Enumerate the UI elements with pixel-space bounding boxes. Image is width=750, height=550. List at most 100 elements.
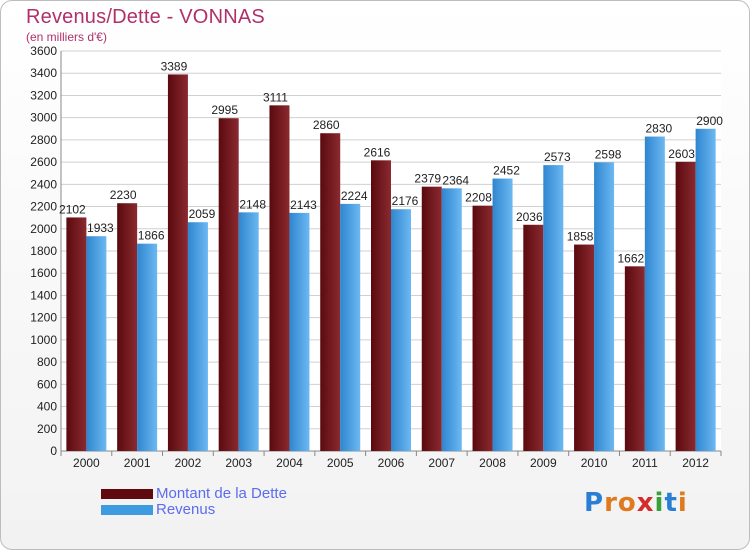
y-tick-label: 1200: [30, 311, 57, 325]
data-label-revenus: 2059: [189, 207, 216, 221]
bar-dette: [624, 266, 645, 451]
bar-revenus: [86, 236, 107, 451]
x-tick-label: 2001: [124, 456, 151, 470]
logo-letter: t: [664, 488, 678, 518]
data-label-dette: 1662: [617, 251, 644, 265]
legend-item-dette: Montant de la Dette: [101, 485, 401, 502]
bar-dette: [167, 74, 188, 451]
bar-revenus: [695, 128, 716, 451]
data-label-dette: 2102: [59, 202, 86, 216]
bar-revenus: [137, 243, 158, 451]
x-tick-label: 2009: [530, 456, 557, 470]
x-tick-label: 2000: [73, 456, 100, 470]
y-tick-label: 800: [37, 355, 57, 369]
y-tick-label: 3000: [30, 111, 57, 125]
logo-letter: o: [617, 488, 637, 518]
chart-subtitle: (en milliers d'€): [26, 30, 107, 44]
data-label-revenus: 2143: [290, 198, 317, 212]
bar-revenus: [238, 212, 259, 451]
bar-revenus: [492, 178, 513, 452]
y-tick-label: 3600: [30, 44, 57, 58]
legend-label-dette: Montant de la Dette: [156, 485, 287, 502]
y-tick-label: 1800: [30, 244, 57, 258]
bar-revenus: [289, 212, 310, 451]
data-label-dette: 3111: [263, 90, 288, 104]
data-label-dette: 2616: [364, 145, 391, 159]
data-label-revenus: 1933: [87, 221, 114, 235]
y-tick-label: 3200: [30, 88, 57, 102]
logo-letter: P: [584, 488, 605, 518]
bar-dette: [117, 203, 138, 451]
bar-dette: [218, 118, 239, 451]
bar-revenus: [187, 222, 208, 451]
y-tick-label: 2400: [30, 177, 57, 191]
bar-revenus: [340, 203, 361, 451]
data-label-revenus: 2452: [493, 164, 520, 178]
y-tick-label: 1400: [30, 288, 57, 302]
y-tick-label: 200: [37, 422, 57, 436]
y-tick-label: 2800: [30, 133, 57, 147]
bar-dette: [523, 224, 544, 451]
x-tick-label: 2010: [581, 456, 608, 470]
y-tick-label: 2000: [30, 222, 57, 236]
x-tick-label: 2004: [276, 456, 303, 470]
bar-dette: [675, 161, 696, 451]
logo-letter: r: [604, 488, 618, 518]
legend-label-revenus: Revenus: [156, 501, 216, 518]
logo-letter: x: [636, 488, 655, 518]
data-label-dette: 2230: [110, 188, 137, 202]
proxiti-logo: Proxiti: [584, 488, 688, 518]
bar-dette: [574, 244, 595, 451]
y-tick-label: 2600: [30, 155, 57, 169]
data-label-dette: 2379: [414, 172, 441, 186]
bar-revenus: [543, 165, 564, 451]
y-tick-label: 2200: [30, 200, 57, 214]
bar-dette: [269, 105, 290, 451]
data-label-dette: 1858: [567, 230, 594, 244]
data-label-dette: 2995: [211, 103, 238, 117]
chart-title: Revenus/Dette - VONNAS: [26, 6, 265, 28]
data-label-revenus: 2900: [696, 114, 723, 128]
data-label-revenus: 2830: [645, 122, 672, 136]
x-axis: 2000 2001 2002 2003 2004 2005 2006 2007 2008 2009…: [60, 451, 722, 470]
bar-revenus: [391, 209, 411, 451]
data-label-revenus: 2148: [239, 197, 266, 211]
x-tick-label: 2008: [479, 456, 506, 470]
x-tick-label: 2007: [428, 456, 455, 470]
data-label-revenus: 1866: [138, 229, 165, 243]
x-tick-label: 2011: [632, 456, 658, 470]
data-label-dette: 2036: [516, 210, 543, 224]
bar-revenus: [594, 162, 615, 452]
data-label-revenus: 2224: [341, 189, 368, 203]
legend-swatch-revenus: [101, 505, 153, 515]
y-tick-label: 600: [37, 377, 57, 391]
bars: [66, 74, 716, 452]
data-label-dette: 2603: [668, 147, 695, 161]
y-tick-label: 1600: [30, 266, 57, 280]
bar-revenus: [644, 136, 665, 452]
x-tick-label: 2005: [327, 456, 354, 470]
y-tick-label: 0: [50, 444, 57, 458]
bar-dette: [320, 133, 341, 451]
legend-item-revenus: Revenus: [101, 501, 401, 518]
logo-letter: i: [654, 488, 665, 518]
legend-swatch-dette: [101, 489, 153, 499]
x-tick-label: 2006: [378, 456, 405, 470]
logo-letter: i: [677, 488, 688, 518]
data-label-revenus: 2364: [442, 173, 469, 187]
data-label-dette: 2208: [465, 191, 492, 205]
data-label-revenus: 2573: [544, 150, 571, 164]
bar-dette: [371, 160, 391, 452]
y-tick-label: 400: [37, 400, 57, 414]
data-label-revenus: 2176: [392, 194, 419, 208]
y-tick-label: 1000: [30, 333, 57, 347]
x-tick-label: 2003: [225, 456, 252, 470]
data-label-revenus: 2598: [595, 147, 622, 161]
bar-dette: [421, 186, 442, 451]
bar-dette: [66, 217, 87, 451]
bar-dette: [472, 205, 493, 451]
data-label-dette: 3389: [161, 59, 188, 73]
